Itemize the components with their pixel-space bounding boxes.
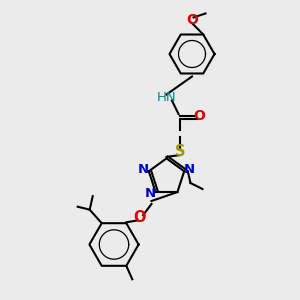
Text: N: N [184, 163, 195, 176]
Text: O: O [133, 210, 146, 225]
Text: S: S [175, 144, 185, 159]
Text: O: O [186, 13, 198, 26]
Text: O: O [194, 109, 206, 122]
Text: N: N [145, 187, 156, 200]
Text: N: N [138, 163, 149, 176]
Text: HN: HN [157, 91, 176, 104]
